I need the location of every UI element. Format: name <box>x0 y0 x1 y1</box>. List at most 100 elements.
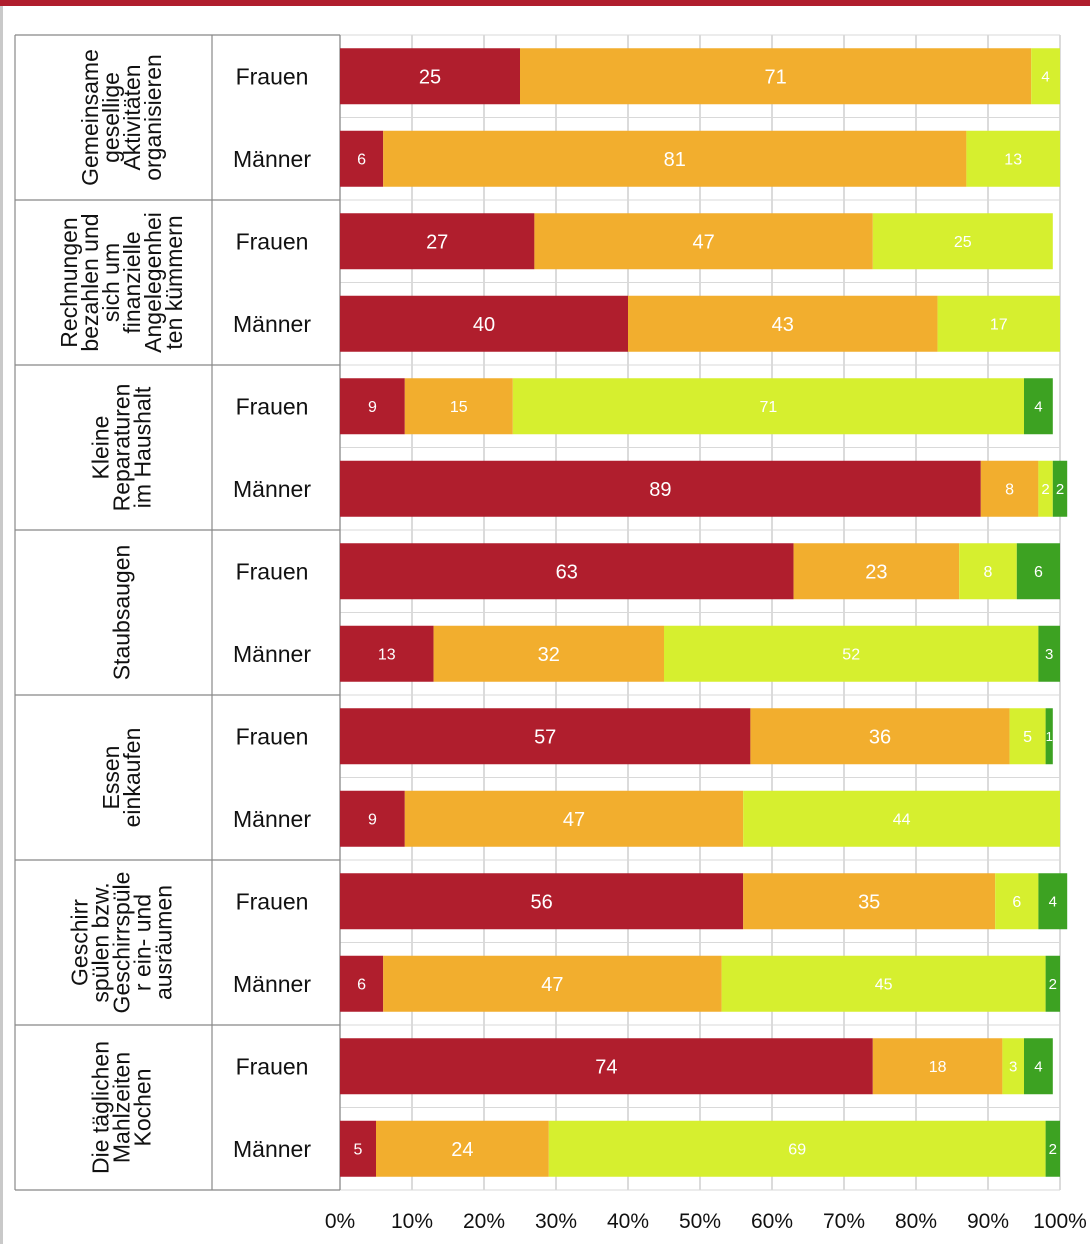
data-label: 4 <box>1041 69 1049 86</box>
data-label: 63 <box>556 561 578 583</box>
x-tick-label: 60% <box>751 1210 793 1233</box>
data-label: 9 <box>368 399 377 416</box>
data-label: 24 <box>451 1139 473 1161</box>
bar-segment <box>340 708 751 765</box>
row-label: Frauen <box>236 723 309 749</box>
bar-segment <box>980 460 1039 517</box>
data-label: 2 <box>1049 1141 1057 1158</box>
category-label-line: Geschirr <box>67 899 93 986</box>
data-label: 56 <box>530 891 552 913</box>
row-label: Frauen <box>236 888 309 914</box>
data-label: 3 <box>1009 1059 1017 1076</box>
bar-segment <box>1045 708 1053 765</box>
category-label-line: Angelegenhei <box>140 212 166 353</box>
x-tick-label: 0% <box>325 1210 355 1233</box>
bar-segment <box>793 543 960 600</box>
row-label: Männer <box>233 146 311 172</box>
category-label-line: Geschirrspüle <box>109 872 135 1014</box>
category-label-line: Kleine <box>88 416 114 480</box>
row-label: Männer <box>233 641 311 667</box>
data-label: 40 <box>473 314 495 336</box>
bar-segment <box>340 543 794 600</box>
bar-segment <box>383 130 967 187</box>
x-tick-label: 70% <box>823 1210 865 1233</box>
data-label: 3 <box>1045 646 1053 663</box>
data-label: 47 <box>541 974 563 996</box>
row-label: Frauen <box>236 393 309 419</box>
data-label: 4 <box>1034 399 1042 416</box>
data-label: 15 <box>450 399 468 416</box>
bar-segment <box>1038 460 1053 517</box>
data-label: 6 <box>357 152 366 169</box>
category-label-line: organisieren <box>140 54 166 181</box>
bar-segment <box>1045 1120 1060 1177</box>
data-label: 69 <box>788 1142 806 1159</box>
data-label: 81 <box>664 149 686 171</box>
bar-segment <box>1052 460 1068 517</box>
category-label-line: ten kümmern <box>161 215 187 349</box>
bar-segment <box>628 295 938 352</box>
x-tick-label: 30% <box>535 1210 577 1233</box>
data-label: 44 <box>893 812 911 829</box>
category-label-line: Essen <box>98 746 124 810</box>
bar-segment <box>1002 1038 1024 1095</box>
x-tick-label: 80% <box>895 1210 937 1233</box>
bar-segment <box>743 873 996 930</box>
data-label: 18 <box>929 1059 947 1076</box>
bar-segment <box>966 130 1060 187</box>
data-label: 4 <box>1034 1059 1042 1076</box>
data-label: 27 <box>426 231 448 253</box>
x-tick-label: 100% <box>1033 1210 1087 1233</box>
bar-segment <box>1016 543 1060 600</box>
left-border-edge <box>0 6 3 1244</box>
category-label-line: im Haushalt <box>130 386 156 508</box>
category-label-line: r ein- und <box>130 894 156 991</box>
bar-segment <box>743 790 1060 847</box>
bar-segment <box>1024 378 1053 435</box>
bar-segment <box>520 48 1032 105</box>
category-label: Die täglichenMahlzeitenKochen <box>88 1041 156 1174</box>
bar-segment <box>340 460 981 517</box>
bar-segment <box>404 378 513 435</box>
data-label: 2 <box>1041 481 1049 498</box>
category-label-line: Kochen <box>130 1068 156 1146</box>
category-label-line: Staubsaugen <box>109 545 135 681</box>
bar-segment <box>548 1120 1046 1177</box>
data-label: 43 <box>772 314 794 336</box>
category-label: KleineReparaturenim Haushalt <box>88 384 156 512</box>
row-label: Männer <box>233 971 311 997</box>
bar-segment <box>872 1038 1003 1095</box>
row-label: Männer <box>233 1136 311 1162</box>
category-label-line: Mahlzeiten <box>109 1052 135 1163</box>
data-label: 52 <box>842 647 860 664</box>
data-label: 71 <box>764 66 786 88</box>
category-label: Geschirrspülen bzw.Geschirrspüler ein- u… <box>67 872 177 1014</box>
row-label: Männer <box>233 311 311 337</box>
bar-segment <box>433 625 664 682</box>
top-border-band <box>0 0 1090 6</box>
bar-segment <box>937 295 1060 352</box>
category-label-line: Gemeinsame <box>77 49 103 186</box>
bar-segment <box>872 213 1053 270</box>
data-label: 32 <box>538 644 560 666</box>
bar-segment <box>534 213 873 270</box>
bar-segment <box>383 955 722 1012</box>
bar-segment <box>340 873 744 930</box>
x-tick-label: 20% <box>463 1210 505 1233</box>
x-tick-label: 50% <box>679 1210 721 1233</box>
bar-segment <box>1009 708 1046 765</box>
bar-segment <box>959 543 1017 600</box>
data-label: 1 <box>1046 729 1053 744</box>
data-label: 2 <box>1049 976 1057 993</box>
data-label: 6 <box>1012 894 1021 911</box>
category-label-line: finanzielle <box>119 231 145 333</box>
category-label-line: einkaufen <box>119 728 145 828</box>
row-label: Männer <box>233 806 311 832</box>
bar-segment <box>1031 48 1060 105</box>
category-label-line: gesellige <box>98 72 124 163</box>
data-label: 8 <box>1005 482 1014 499</box>
row-label: Frauen <box>236 63 309 89</box>
data-label: 13 <box>378 647 396 664</box>
bar-segment <box>664 625 1039 682</box>
